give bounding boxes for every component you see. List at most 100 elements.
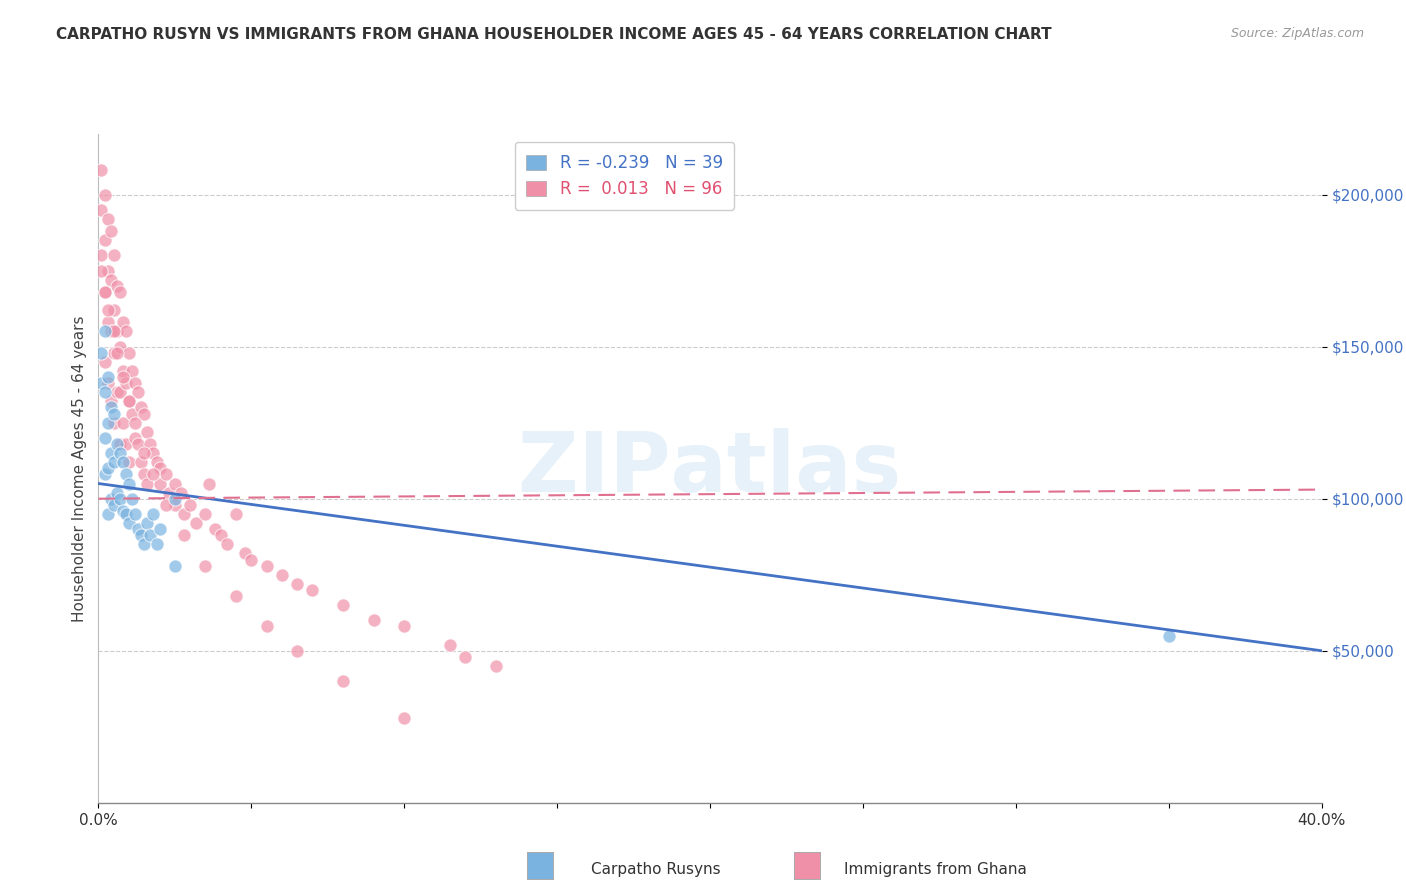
Point [142, 446, 165, 460]
Text: Immigrants from Ghana: Immigrants from Ghana [844, 863, 1026, 877]
Point [194, 558, 217, 573]
Point [103, 407, 125, 421]
Point [100, 224, 122, 238]
Point [93, 233, 115, 247]
Point [127, 385, 149, 400]
Point [118, 394, 141, 409]
Text: Carpatho Rusyns: Carpatho Rusyns [591, 863, 720, 877]
Point [90, 202, 112, 217]
Point [111, 504, 134, 518]
Point [105, 385, 128, 400]
Point [93, 467, 115, 482]
Point [439, 638, 461, 652]
Point [108, 446, 131, 460]
Point [136, 425, 159, 439]
Point [118, 455, 141, 469]
Point [225, 589, 247, 603]
Point [115, 507, 138, 521]
Point [108, 285, 131, 299]
Point [97, 263, 120, 277]
Point [136, 516, 159, 530]
Y-axis label: Householder Income Ages 45 - 64 years: Householder Income Ages 45 - 64 years [72, 315, 87, 622]
Point [332, 674, 354, 689]
Point [149, 522, 172, 536]
Point [142, 467, 165, 482]
Point [97, 315, 120, 329]
Legend: R = -0.239   N = 39, R =  0.013   N = 96: R = -0.239 N = 39, R = 0.013 N = 96 [515, 142, 734, 210]
Point [97, 461, 120, 475]
Point [93, 385, 115, 400]
Point [129, 401, 152, 415]
Point [115, 376, 138, 391]
Point [100, 446, 122, 460]
Text: Source: ZipAtlas.com: Source: ZipAtlas.com [1230, 27, 1364, 40]
Point [392, 619, 416, 633]
Point [157, 485, 180, 500]
Point [145, 537, 167, 551]
Point [105, 325, 128, 339]
Point [118, 476, 141, 491]
Point [170, 485, 193, 500]
Point [100, 491, 122, 506]
Point [115, 467, 138, 482]
Point [90, 376, 112, 391]
Point [301, 582, 323, 597]
Point [115, 437, 138, 451]
Point [215, 537, 238, 551]
Point [134, 407, 156, 421]
Point [93, 355, 115, 369]
Point [105, 437, 128, 451]
Point [163, 476, 186, 491]
Point [115, 325, 138, 339]
Point [105, 278, 128, 293]
Point [485, 659, 508, 673]
Point [93, 431, 115, 445]
Point [121, 407, 143, 421]
Point [105, 345, 128, 359]
Point [108, 491, 131, 506]
Point [149, 476, 172, 491]
Point [97, 416, 120, 430]
Point [90, 163, 112, 178]
Point [127, 522, 149, 536]
Point [136, 476, 159, 491]
Point [1157, 628, 1180, 642]
Point [332, 598, 354, 612]
Point [103, 248, 125, 262]
Point [194, 507, 217, 521]
Point [129, 455, 152, 469]
Point [90, 263, 112, 277]
Point [100, 401, 122, 415]
Text: ZIP​atlas: ZIP​atlas [519, 428, 901, 508]
Point [285, 644, 308, 658]
Point [124, 416, 146, 430]
Point [225, 507, 247, 521]
Point [209, 528, 232, 542]
Point [97, 211, 120, 226]
Point [163, 491, 186, 506]
Point [118, 345, 141, 359]
Point [163, 558, 186, 573]
Point [285, 577, 308, 591]
Text: CARPATHO RUSYN VS IMMIGRANTS FROM GHANA HOUSEHOLDER INCOME AGES 45 - 64 YEARS CO: CARPATHO RUSYN VS IMMIGRANTS FROM GHANA … [56, 27, 1052, 42]
Point [108, 340, 131, 354]
Point [145, 455, 167, 469]
Point [124, 507, 146, 521]
Point [111, 416, 134, 430]
Point [256, 558, 278, 573]
Point [103, 303, 125, 318]
Point [124, 376, 146, 391]
Point [134, 446, 156, 460]
Point [186, 516, 208, 530]
Point [240, 552, 263, 566]
Point [118, 516, 141, 530]
Point [363, 613, 385, 627]
Point [93, 187, 115, 202]
Point [97, 303, 120, 318]
Point [97, 370, 120, 384]
Point [155, 498, 177, 512]
Point [270, 567, 292, 582]
Point [103, 498, 125, 512]
Point [127, 437, 149, 451]
Point [173, 528, 195, 542]
